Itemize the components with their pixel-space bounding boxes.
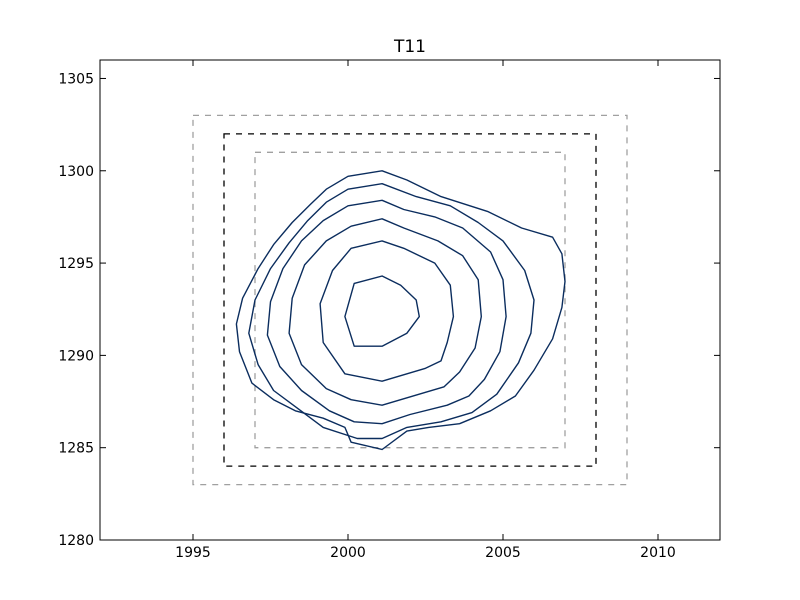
y-tick-label: 1300 bbox=[58, 164, 94, 180]
contour-level-3 bbox=[288, 218, 482, 406]
x-tick-label: 2000 bbox=[330, 545, 366, 561]
dashed-box-3 bbox=[254, 151, 566, 449]
plot-frame bbox=[99, 59, 721, 541]
y-tick-label: 1285 bbox=[58, 441, 94, 457]
contour-level-5 bbox=[248, 182, 535, 440]
dashed-boxes bbox=[192, 114, 628, 486]
x-tick-label: 2005 bbox=[485, 545, 521, 561]
contour-level-1 bbox=[344, 275, 420, 347]
chart-title: T11 bbox=[393, 37, 426, 57]
y-tick-label: 1280 bbox=[58, 533, 94, 549]
y-tick-label: 1290 bbox=[58, 348, 94, 364]
contour-level-2 bbox=[319, 240, 455, 382]
y-tick-label: 1295 bbox=[58, 256, 94, 272]
x-tick-label: 1995 bbox=[175, 545, 211, 561]
dashed-box-2 bbox=[223, 133, 597, 467]
contour-lines bbox=[235, 170, 566, 451]
contour-level-4 bbox=[266, 199, 507, 425]
contour-level-6 bbox=[235, 170, 566, 451]
plot-background bbox=[100, 60, 720, 540]
axis-ticks: 1995 2000 2005 2010 1280 1285 1290 1295 1300 1305 bbox=[58, 60, 720, 561]
x-tick-label: 2010 bbox=[640, 545, 676, 561]
y-tick-label: 1305 bbox=[58, 71, 94, 87]
dashed-box-1 bbox=[192, 114, 628, 486]
